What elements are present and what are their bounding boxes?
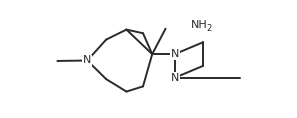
Text: N: N (170, 73, 179, 83)
Text: NH: NH (191, 20, 208, 30)
Text: 2: 2 (206, 24, 211, 33)
Text: N: N (170, 49, 179, 59)
Text: N: N (83, 55, 91, 65)
